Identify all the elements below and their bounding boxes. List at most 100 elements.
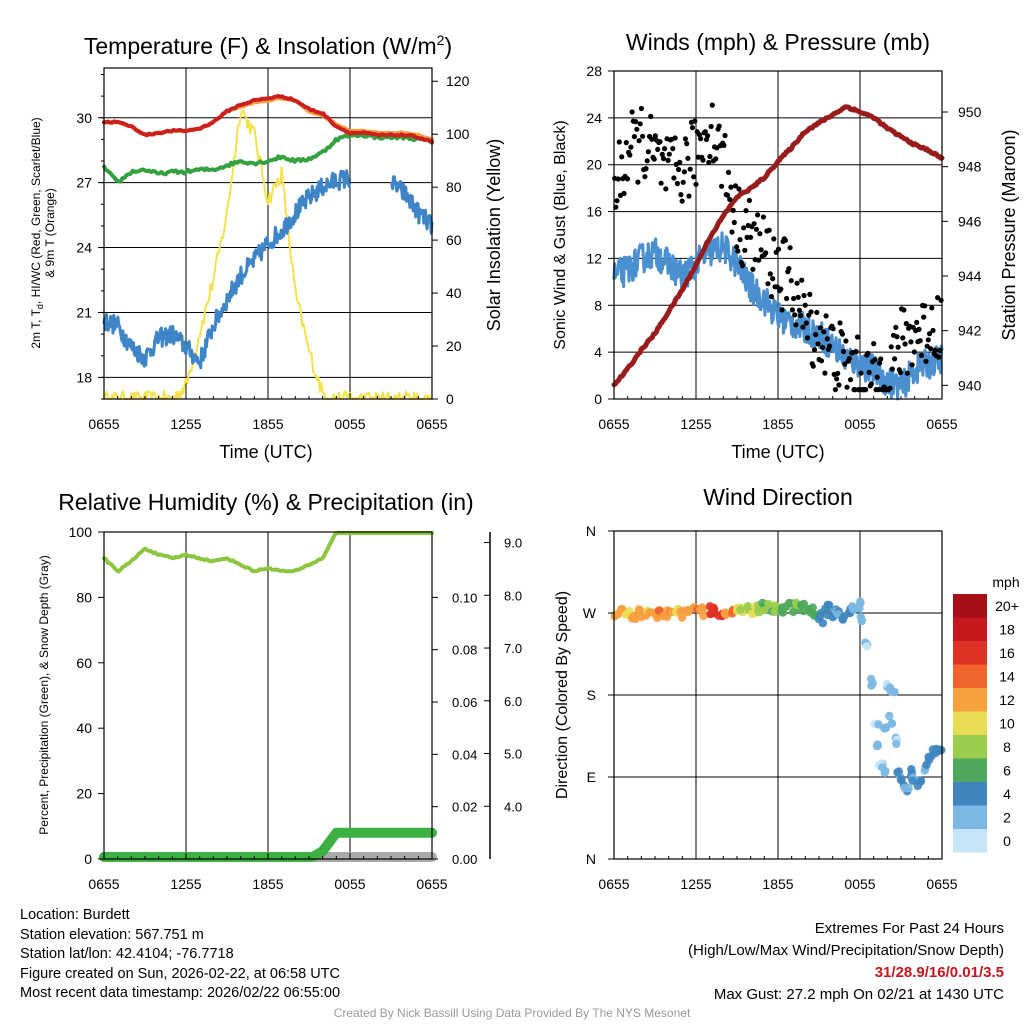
gust-point [735,248,741,254]
gust-point [800,324,806,330]
humidity-left-label: Percent, Precipitation (Green), & Snow D… [37,555,51,834]
wind-direction-title: Wind Direction [703,484,853,510]
wind-direction-left-label: Direction (Colored By Speed) [554,591,571,799]
wind-direction-point [886,687,895,696]
humidity-ytick-label: 80 [76,589,92,605]
gust-point [633,119,639,125]
gust-point [909,362,915,368]
gust-point [706,159,712,166]
credit-line: Created By Nick Bassill Using Data Provi… [333,1006,691,1020]
wind-direction-point [862,642,871,651]
gust-point [889,366,895,372]
gust-point [817,325,823,331]
wind-direction-point [617,605,626,614]
wind-direction-xtick-label: 1255 [680,876,711,892]
gust-point [908,339,914,345]
gust-point [895,344,901,350]
winds-xtick-label: 0055 [844,416,875,432]
gust-point [737,237,743,243]
gust-point [677,159,683,165]
wind-direction-point [610,612,619,621]
gust-point [799,277,805,283]
gust-point [756,257,762,263]
gust-point [937,347,943,354]
gust-point [784,295,790,302]
humidity-ytick-label: 20 [76,786,92,802]
legend-swatch [953,805,987,829]
gust-point [823,313,829,319]
gust-point [660,155,667,162]
gust-point [814,309,820,315]
wind-direction-point [900,783,909,793]
humidity-xtick-label: 0655 [416,876,447,892]
gust-point [748,234,754,240]
humidity-ytick-label: 40 [76,720,92,736]
gust-point [771,236,777,242]
wind-direction-ytick-label: N [586,523,596,539]
gust-point [687,166,693,172]
gust-point [730,207,736,213]
gust-point [678,192,684,198]
precip-ytick-label: 0.10 [452,590,477,605]
gust-point [918,352,925,358]
legend-title: mph [992,574,1019,590]
winds-xtick-label: 0655 [598,416,629,432]
wind-direction-point [645,608,654,617]
gust-point [827,343,833,349]
gust-point [893,324,899,330]
gust-point [930,327,936,334]
pressure-ytick-label: 940 [958,377,982,393]
wind-direction-point [677,613,687,622]
snow-depth-ytick-label: 5.0 [504,747,522,762]
gust-point [666,151,672,157]
wind-direction-point [654,606,663,615]
gust-point [765,281,771,287]
gust-point [888,344,894,350]
snow-depth-ytick-label: 6.0 [504,694,522,709]
gust-point [691,174,697,180]
gust-point [719,183,725,189]
gust-point [642,174,648,180]
gust-point [871,341,877,347]
temperature-xtick-label: 0055 [334,416,365,432]
wind-direction-point [855,604,864,613]
gust-point [916,326,922,332]
legend-label: 10 [999,716,1015,732]
sonic-wind-line [612,231,944,401]
gust-point [925,337,931,343]
gust-point [665,157,671,163]
gust-point [798,312,804,319]
gust-point [716,123,722,129]
legend-swatch [953,688,987,712]
wind-direction-xtick-label: 0055 [844,876,875,892]
gust-point [680,179,686,185]
winds-ytick-label: 16 [586,204,602,220]
gust-point [640,133,646,139]
temperature-ytick-label: 21 [76,304,92,320]
humidity-panel: Relative Humidity (%) & Precipitation (i… [37,489,522,892]
wind-chill-line [102,169,351,370]
gust-point [794,280,800,286]
gust-point [619,154,625,160]
insolation-ytick-label: 120 [446,73,470,89]
extremes-values: 31/28.9/16/0.01/3.5 [874,964,1004,981]
gust-point [866,369,872,375]
wind-direction-ytick-label: N [586,851,596,867]
gust-point [648,113,654,119]
temperature-left-label-line2: & 9m T (Orange) [43,188,57,278]
gust-point [839,331,846,337]
wind-direction-point [815,611,825,621]
wind-direction-point [785,598,794,608]
gust-point [929,305,935,311]
gust-point [788,278,794,284]
gust-point [837,320,843,326]
pressure-ytick-label: 948 [958,159,982,175]
gust-point [645,149,652,155]
gust-point [936,354,942,360]
gust-point [670,146,676,152]
gust-point [874,374,880,380]
wind-direction-point [885,711,894,721]
gust-point [834,376,840,382]
gust-point [793,322,799,328]
gust-point [822,370,828,376]
